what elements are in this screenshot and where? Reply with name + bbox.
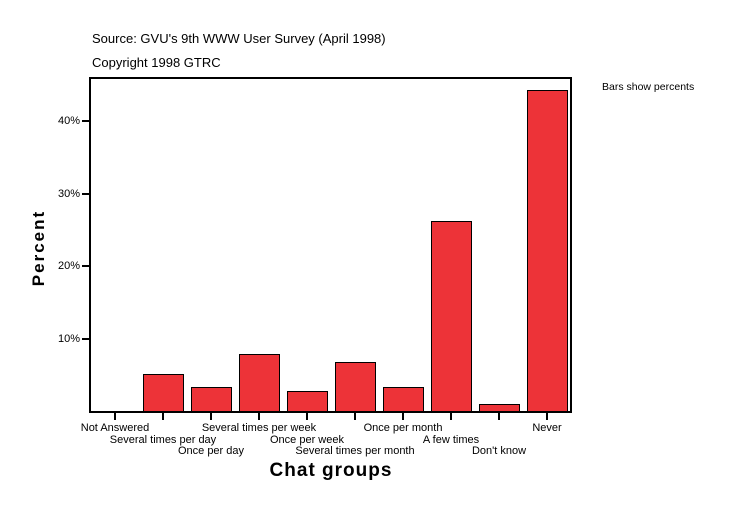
x-tick-once-per-month xyxy=(402,413,404,420)
x-tick-label-not-answered: Not Answered xyxy=(80,422,150,434)
y-tick-label-30: 30% xyxy=(57,187,80,200)
bar-several-times-per-month xyxy=(334,362,376,411)
y-tick-label-10: 10% xyxy=(57,332,80,345)
x-tick-label-don-t-know: Don't know xyxy=(471,445,527,457)
y-tick-20 xyxy=(82,265,89,268)
x-tick-label-once-per-day: Once per day xyxy=(177,445,245,457)
bar-a-few-times xyxy=(430,221,472,411)
note-bars-show-percents: Bars show percents xyxy=(602,81,695,93)
x-tick-several-times-per-day xyxy=(162,413,164,420)
bar-never xyxy=(526,90,568,411)
copyright-text: Copyright 1998 GTRC xyxy=(92,55,221,70)
y-tick-label-20: 20% xyxy=(57,260,80,273)
x-tick-not-answered xyxy=(114,413,116,420)
source-text: Source: GVU's 9th WWW User Survey (April… xyxy=(92,31,386,46)
bar-once-per-day xyxy=(190,387,232,411)
x-axis-title: Chat groups xyxy=(269,460,393,481)
x-tick-several-times-per-month xyxy=(354,413,356,420)
x-tick-once-per-day xyxy=(210,413,212,420)
x-tick-label-several-times-per-week: Several times per week xyxy=(201,422,317,434)
bar-once-per-month xyxy=(382,387,424,411)
x-tick-a-few-times xyxy=(450,413,452,420)
x-tick-label-several-times-per-day: Several times per day xyxy=(109,433,217,446)
plot-area xyxy=(89,77,572,413)
y-tick-40 xyxy=(82,120,89,123)
bar-several-times-per-week xyxy=(238,354,280,411)
x-tick-label-once-per-week: Once per week xyxy=(270,433,344,446)
x-tick-label-several-times-per-month: Several times per month xyxy=(295,445,415,457)
bar-once-per-week xyxy=(286,391,328,411)
x-tick-label-once-per-month: Once per month xyxy=(363,422,443,434)
bar-don-t-know xyxy=(478,404,520,411)
x-tick-label-a-few-times: A few times xyxy=(422,433,480,446)
y-tick-label-40: 40% xyxy=(57,115,80,128)
y-axis-title: Percent xyxy=(29,209,48,287)
x-tick-never xyxy=(546,413,548,420)
x-tick-once-per-week xyxy=(306,413,308,420)
x-tick-don-t-know xyxy=(498,413,500,420)
x-tick-several-times-per-week xyxy=(258,413,260,420)
y-tick-30 xyxy=(82,192,89,195)
x-tick-label-never: Never xyxy=(532,422,562,434)
y-tick-10 xyxy=(82,337,89,340)
bar-several-times-per-day xyxy=(142,374,184,411)
